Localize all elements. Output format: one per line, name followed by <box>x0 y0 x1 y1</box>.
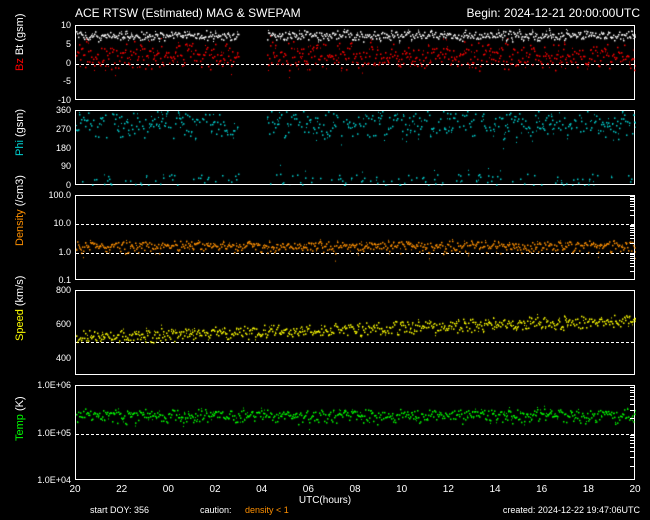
x-axis-label: UTC(hours) <box>299 495 351 506</box>
ylabel-mag: Bz Bt (gsm) <box>14 51 26 71</box>
panel-speed <box>75 290 635 375</box>
panel-mag <box>75 25 635 100</box>
ylabel-speed: Speed (km/s) <box>14 321 26 341</box>
footer-start-doy: start DOY: 356 <box>90 505 149 515</box>
ylabel-phi: Phi (gsm) <box>14 136 26 156</box>
panel-density <box>75 195 635 280</box>
title-row: ACE RTSW (Estimated) MAG & SWEPAM Begin:… <box>0 6 650 24</box>
panel-phi <box>75 110 635 185</box>
ylabel-density: Density (/cm3) <box>14 226 26 246</box>
footer-caution-label: caution: <box>200 505 232 515</box>
panel-temp <box>75 385 635 480</box>
chart-title: ACE RTSW (Estimated) MAG & SWEPAM <box>75 6 301 20</box>
footer-caution-text: density < 1 <box>245 505 289 515</box>
chart-container: ACE RTSW (Estimated) MAG & SWEPAM Begin:… <box>0 0 650 520</box>
ylabel-temp: Temp (K) <box>14 421 26 441</box>
chart-begin-time: Begin: 2024-12-21 20:00:00UTC <box>467 6 640 20</box>
footer-created: created: 2024-12-22 19:47:06UTC <box>503 505 640 515</box>
